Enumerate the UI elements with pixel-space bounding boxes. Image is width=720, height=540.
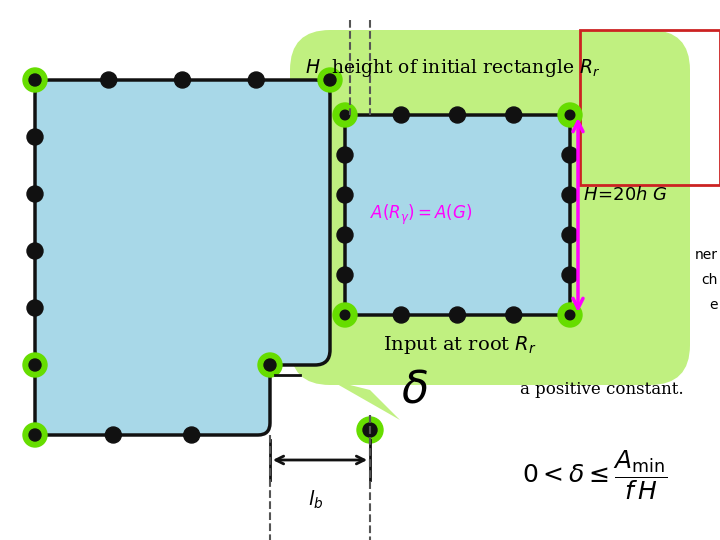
- FancyBboxPatch shape: [345, 115, 570, 315]
- Circle shape: [27, 300, 43, 316]
- Circle shape: [337, 187, 353, 203]
- Polygon shape: [330, 380, 400, 420]
- Circle shape: [449, 307, 466, 323]
- Circle shape: [324, 74, 336, 86]
- Circle shape: [27, 129, 43, 145]
- Text: Input at root $R_r$: Input at root $R_r$: [383, 334, 537, 356]
- Circle shape: [258, 353, 282, 377]
- Circle shape: [105, 427, 122, 443]
- Circle shape: [562, 187, 578, 203]
- Circle shape: [101, 72, 117, 88]
- FancyBboxPatch shape: [35, 355, 270, 435]
- Circle shape: [29, 74, 41, 86]
- Circle shape: [393, 107, 409, 123]
- Bar: [40, 350, 265, 370]
- Circle shape: [27, 186, 43, 202]
- Circle shape: [565, 110, 575, 120]
- Text: e: e: [709, 298, 718, 312]
- Text: $\mathit{H}$  height of initial rectangle $R_r$: $\mathit{H}$ height of initial rectangle…: [305, 57, 600, 79]
- Circle shape: [505, 107, 522, 123]
- FancyBboxPatch shape: [290, 30, 690, 385]
- Circle shape: [357, 417, 383, 443]
- Circle shape: [27, 243, 43, 259]
- Circle shape: [264, 359, 276, 371]
- Text: a positive constant.: a positive constant.: [520, 381, 683, 399]
- Circle shape: [393, 307, 409, 323]
- Circle shape: [449, 107, 466, 123]
- Circle shape: [340, 310, 350, 320]
- Circle shape: [184, 427, 199, 443]
- Circle shape: [174, 72, 191, 88]
- Text: $l_b$: $l_b$: [308, 489, 324, 511]
- Text: $\delta$: $\delta$: [402, 368, 428, 411]
- Circle shape: [23, 423, 47, 447]
- Circle shape: [363, 423, 377, 437]
- Circle shape: [562, 227, 578, 243]
- Circle shape: [23, 353, 47, 377]
- Text: ch: ch: [701, 273, 718, 287]
- Circle shape: [23, 68, 47, 92]
- Text: ner: ner: [695, 248, 718, 262]
- Circle shape: [248, 72, 264, 88]
- Circle shape: [340, 110, 350, 120]
- Circle shape: [318, 68, 342, 92]
- FancyBboxPatch shape: [35, 80, 330, 365]
- Circle shape: [558, 303, 582, 327]
- Text: $H\!=\!20h\ G$: $H\!=\!20h\ G$: [583, 186, 668, 204]
- Bar: [580, 30, 720, 185]
- Circle shape: [337, 267, 353, 283]
- Circle shape: [29, 429, 41, 441]
- Circle shape: [562, 267, 578, 283]
- Circle shape: [333, 303, 357, 327]
- Circle shape: [565, 310, 575, 320]
- Text: $0 < \delta \leq \dfrac{A_{\mathrm{min}}}{f\,H}$: $0 < \delta \leq \dfrac{A_{\mathrm{min}}…: [522, 449, 667, 502]
- Circle shape: [337, 227, 353, 243]
- Circle shape: [558, 103, 582, 127]
- Circle shape: [29, 359, 41, 371]
- Circle shape: [337, 147, 353, 163]
- Text: $A(R_{\gamma}) = A(G)$: $A(R_{\gamma}) = A(G)$: [370, 203, 472, 227]
- Circle shape: [562, 147, 578, 163]
- Circle shape: [333, 103, 357, 127]
- Circle shape: [505, 307, 522, 323]
